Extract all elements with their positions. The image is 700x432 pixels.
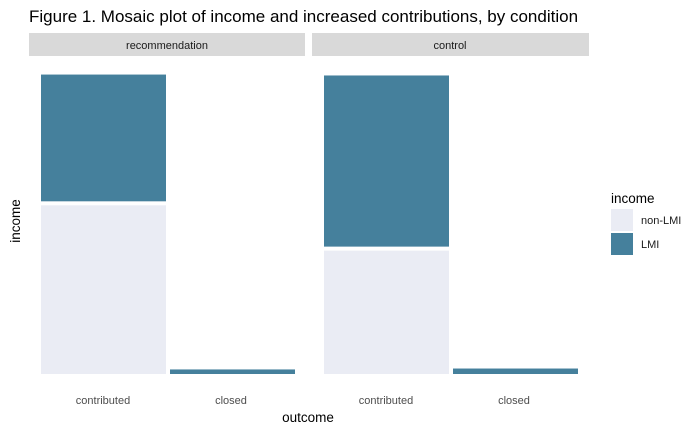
x-tick-closed-control: closed	[498, 395, 530, 407]
x-tick-contributed-control: contributed	[359, 395, 413, 407]
legend-title: income	[611, 191, 655, 206]
mosaic-cell-lmi-recommendation-contributed	[41, 74, 166, 202]
x-tick-contributed-recommendation: contributed	[76, 395, 130, 407]
legend-label-lmi: LMI	[641, 239, 659, 251]
mosaic-cell-lmi-recommendation-closed	[170, 369, 295, 374]
mosaic-cell-lmi-control-contributed	[324, 75, 449, 247]
legend: income non-LMI LMI	[611, 191, 681, 255]
panel-recommendation: recommendation contributed closed	[29, 33, 305, 407]
panel-control: control contributed closed	[312, 33, 589, 407]
mosaic-cell-lmi-control-closed	[453, 368, 578, 374]
strip-label-control: control	[433, 40, 466, 52]
mosaic-cell-non-lmi-recommendation-contributed	[41, 205, 166, 374]
strip-label-recommendation: recommendation	[126, 40, 208, 52]
legend-swatch-non-lmi	[611, 209, 633, 231]
strip-recommendation-background	[29, 33, 305, 56]
chart-title: Figure 1. Mosaic plot of income and incr…	[29, 7, 578, 26]
y-axis-title: income	[8, 199, 23, 243]
panel-recommendation-marks	[41, 74, 295, 374]
legend-label-non-lmi: non-LMI	[641, 215, 681, 227]
x-tick-closed-recommendation: closed	[215, 395, 247, 407]
panel-control-marks	[324, 75, 578, 374]
strip-control-background	[312, 33, 589, 56]
mosaic-cell-non-lmi-control-contributed	[324, 250, 449, 374]
legend-swatch-lmi	[611, 233, 633, 255]
x-axis-title: outcome	[282, 410, 334, 425]
